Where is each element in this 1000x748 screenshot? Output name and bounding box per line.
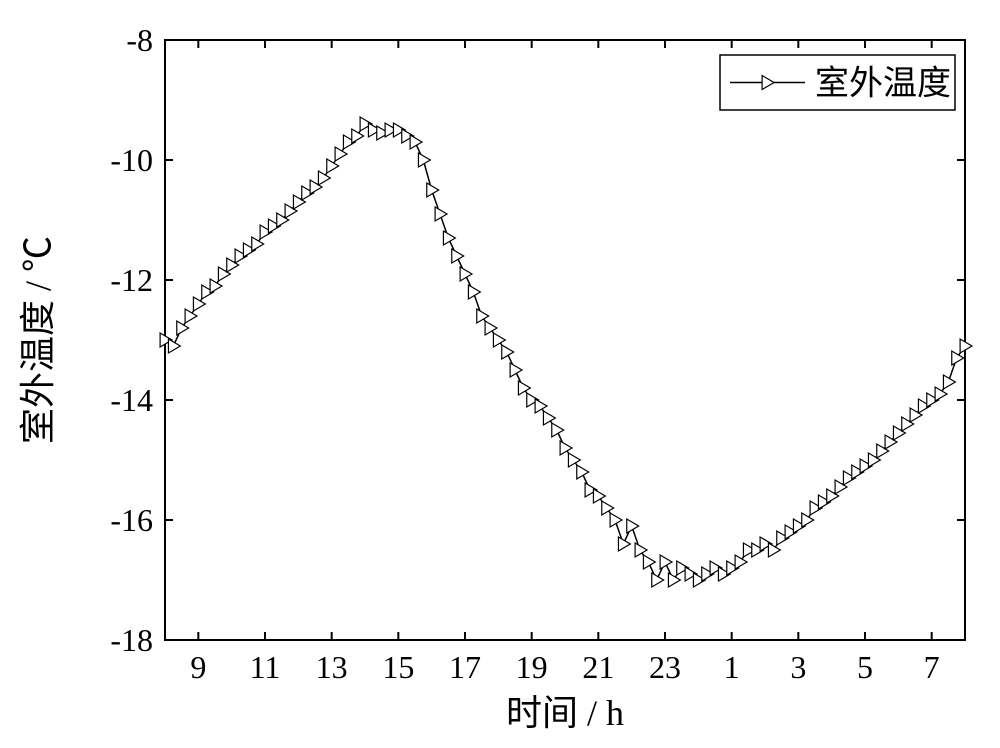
svg-text:5: 5 [857,649,873,685]
svg-text:19: 19 [516,649,548,685]
svg-text:1: 1 [724,649,740,685]
svg-text:-8: -8 [126,22,153,58]
svg-text:3: 3 [790,649,806,685]
svg-text:-14: -14 [110,382,153,418]
svg-text:室外温度 / ℃: 室外温度 / ℃ [18,236,58,444]
svg-text:-16: -16 [110,502,153,538]
svg-text:室外温度: 室外温度 [815,65,951,103]
svg-text:21: 21 [582,649,614,685]
svg-text:11: 11 [250,649,281,685]
svg-text:-12: -12 [110,262,153,298]
svg-text:15: 15 [382,649,414,685]
svg-text:17: 17 [449,649,481,685]
svg-text:23: 23 [649,649,681,685]
svg-text:9: 9 [190,649,206,685]
svg-text:-18: -18 [110,622,153,658]
svg-text:7: 7 [924,649,940,685]
chart-container: 9111315171921231357-8-10-12-14-16-18时间 /… [0,0,1000,748]
svg-text:时间 / h: 时间 / h [506,693,624,733]
temperature-chart: 9111315171921231357-8-10-12-14-16-18时间 /… [0,0,1000,748]
svg-text:-10: -10 [110,142,153,178]
svg-text:13: 13 [316,649,348,685]
